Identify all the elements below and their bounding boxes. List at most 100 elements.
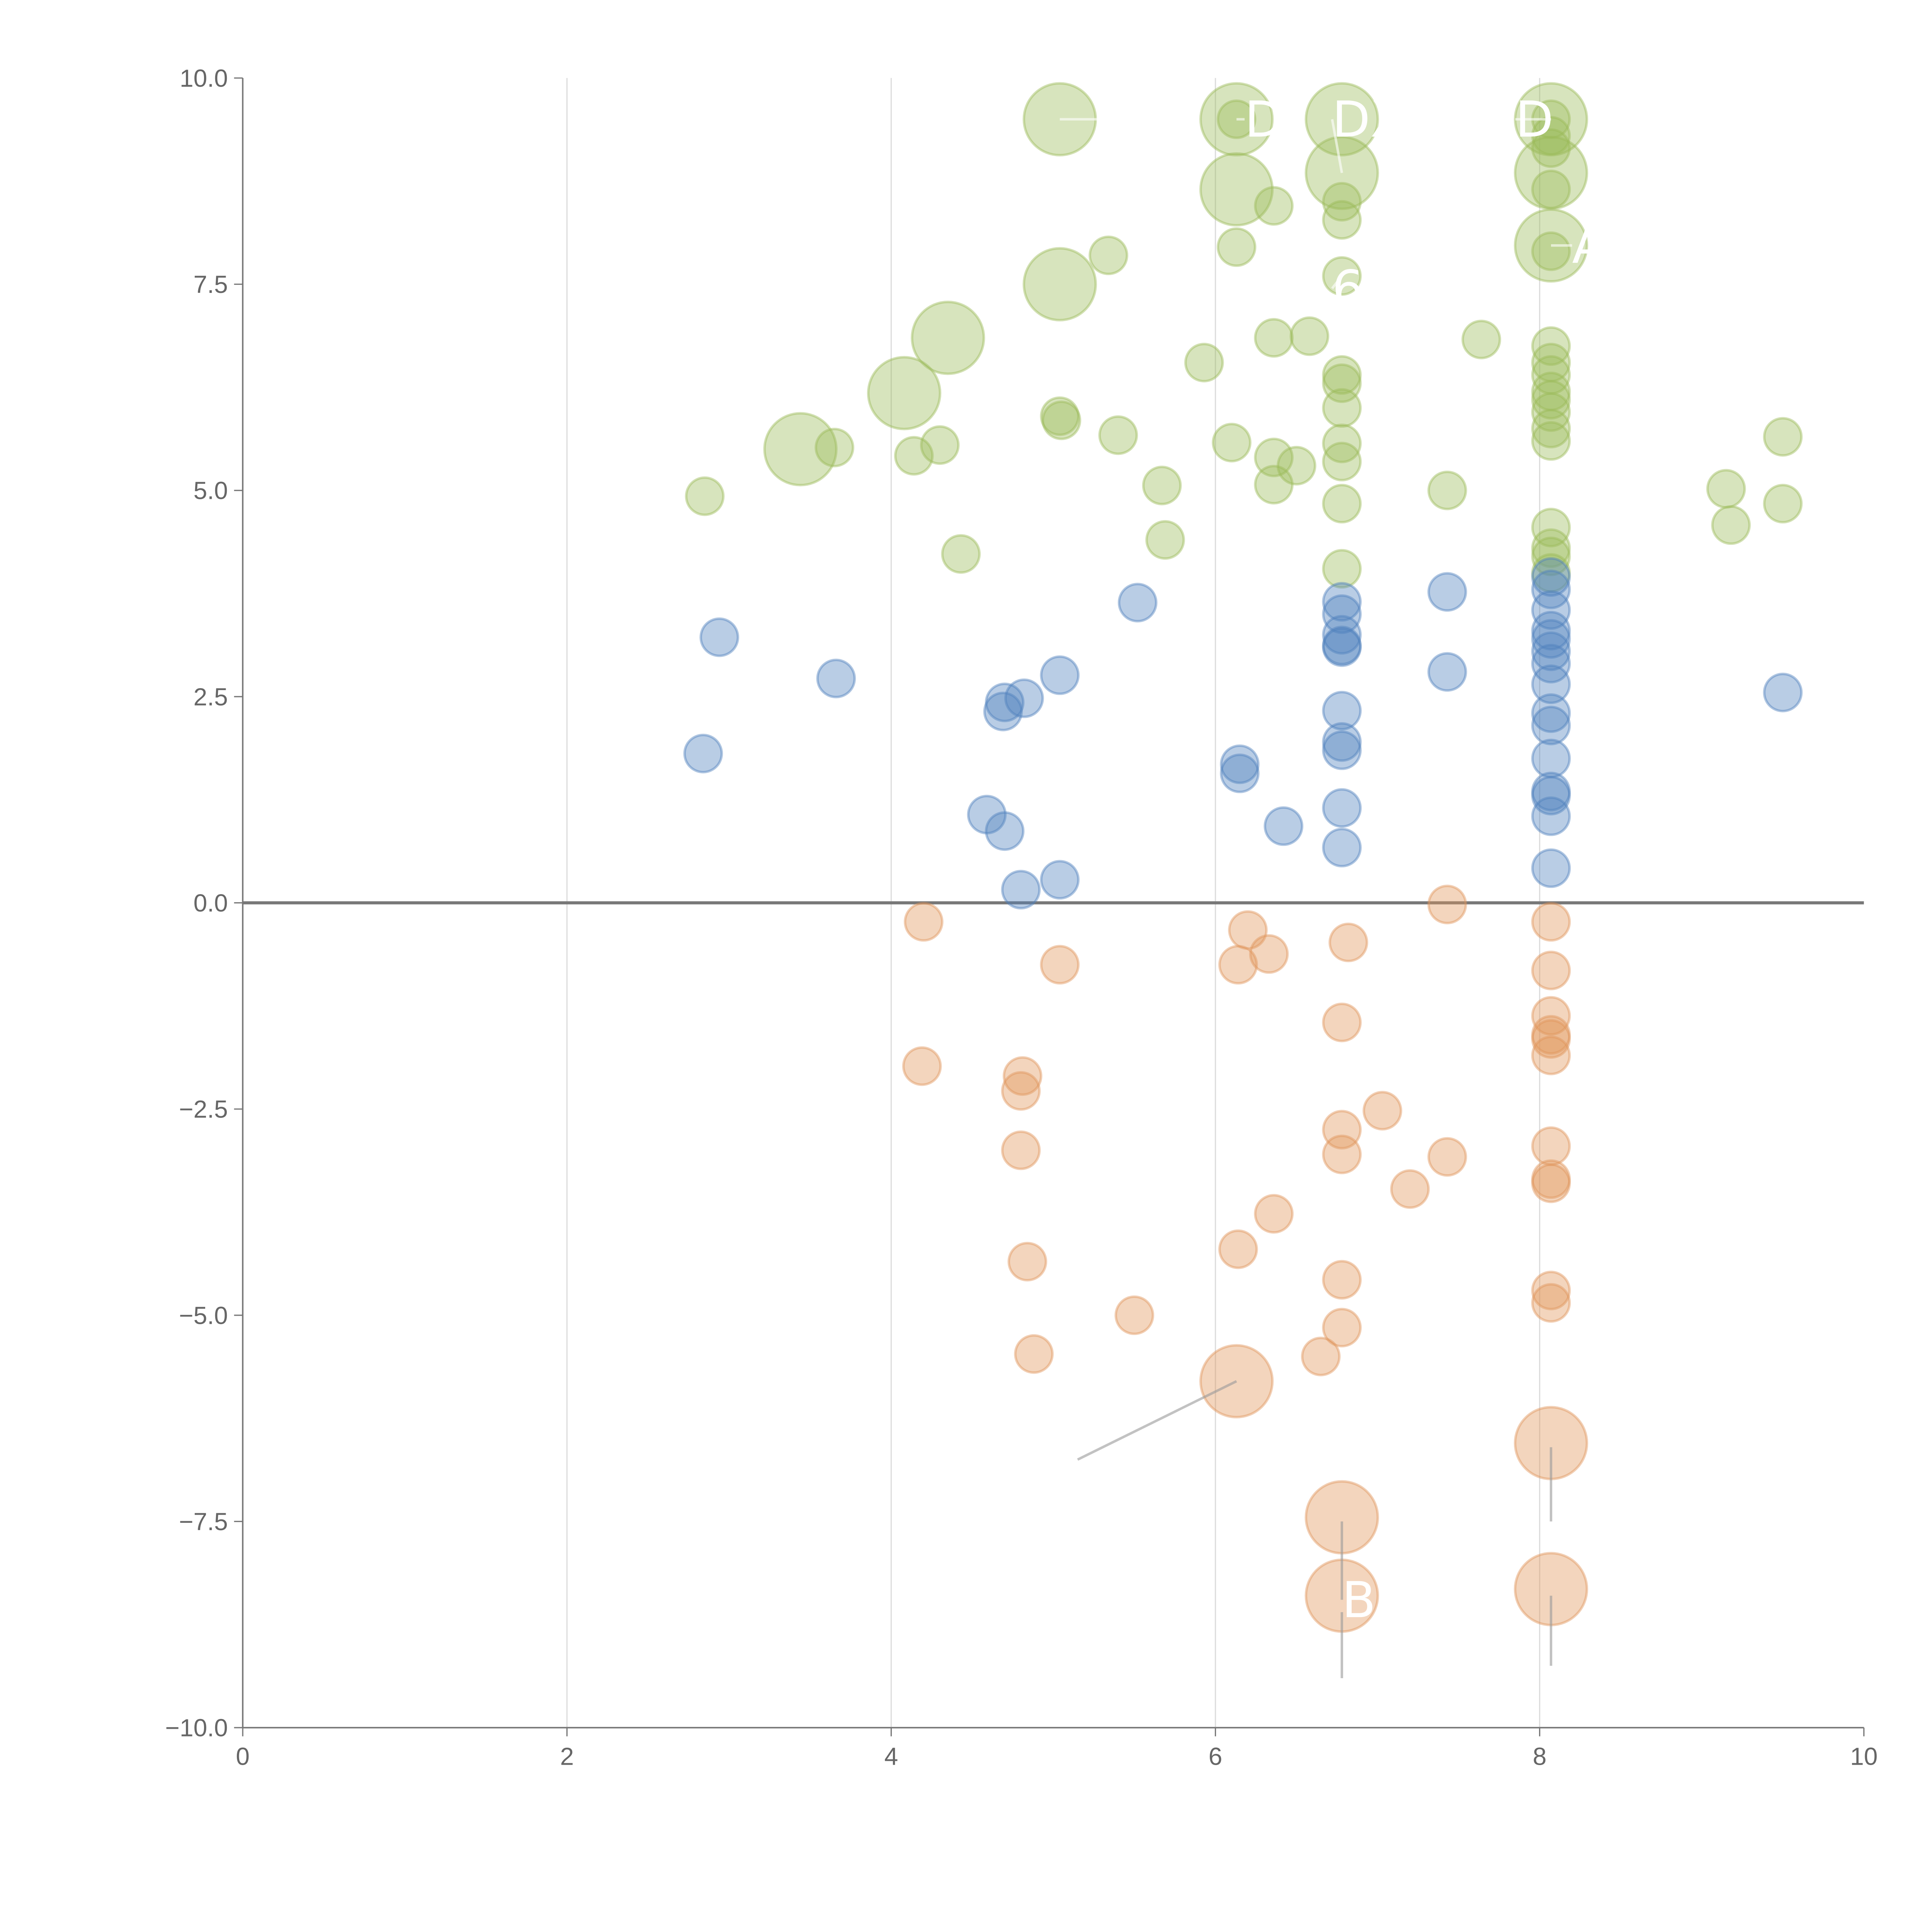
data-point-positive-high [1322,200,1362,240]
data-point-positive-low [1531,738,1571,779]
annotation-label: A [1099,91,1133,149]
data-point-negative [1531,1283,1571,1323]
y-tick-label: 7.5 [194,270,228,298]
data-point-positive-high [1322,442,1362,481]
y-tick-label: −5.0 [179,1301,228,1329]
data-point-positive-low [1264,806,1304,846]
data-point-positive-low [1427,652,1467,692]
data-point-negative [1254,1194,1294,1234]
data-point-positive-low [1531,693,1571,733]
x-tick-label: 10 [1850,1742,1878,1770]
data-point-negative [1390,1169,1430,1209]
annotation-label: 6 [1332,260,1364,318]
data-point-positive-low [1531,706,1571,745]
data-point-positive-high [1531,536,1571,577]
data-point-negative [1014,1334,1054,1374]
data-point-positive-low [1531,619,1571,659]
data-point-negative [1322,1134,1362,1174]
data-point-positive-high [1142,466,1182,505]
data-point-positive-high [1531,371,1571,412]
data-point-positive-high [1212,423,1252,463]
data-point-negative [1002,1056,1043,1096]
data-point-positive-low [1531,848,1571,888]
data-point-positive-low [1531,772,1571,811]
data-point-positive-low [1322,615,1362,655]
data-point-positive-low [1322,722,1362,762]
data-point-positive-high [1531,408,1571,449]
data-point-positive-high [1514,136,1588,210]
y-tick-label: 0.0 [194,889,228,917]
data-point-negative [1218,1229,1258,1269]
data-point-positive-low [1322,690,1362,731]
data-point-positive-high [1022,247,1097,321]
data-point-negative [1322,1110,1362,1150]
data-point-positive-low [683,733,723,774]
data-point-positive-low [1220,753,1260,793]
annotation-leader-line [1077,1380,1237,1461]
y-tick-label: 2.5 [194,683,228,711]
data-point-positive-low [1531,570,1571,609]
data-point-positive-high [1277,446,1316,486]
data-point-positive-low [1763,672,1803,713]
data-point-positive-high [1322,182,1362,222]
x-tick-label: 6 [1209,1742,1223,1770]
data-point-positive-high [1145,520,1185,560]
data-point-positive-high [1763,484,1803,524]
annotation-label: D [1515,91,1554,149]
data-point-negative [1001,1130,1041,1170]
data-point-positive-high [685,476,725,516]
data-point-positive-high [1531,326,1571,366]
data-point-positive-high [1040,396,1080,436]
data-point-positive-low [1117,583,1158,622]
data-point-negative [1328,922,1368,963]
annotation-label: DX [1332,91,1405,149]
data-point-positive-low [1322,788,1362,828]
data-point-positive-high [1322,423,1362,463]
data-points [683,82,1803,1633]
data-point-positive-low [1531,590,1571,630]
data-point-positive-high [911,301,985,375]
x-tick-label: 2 [560,1742,574,1770]
data-point-positive-high [1531,553,1571,593]
data-point-positive-high [1531,231,1571,271]
annotations: A D DX D A 6 B [1060,91,1606,1679]
data-point-positive-high [1322,484,1362,524]
data-point-positive-high [1254,186,1294,226]
data-point-positive-low [1322,582,1362,622]
data-point-positive-low [1322,594,1362,634]
data-point-positive-high [1254,465,1294,505]
data-point-positive-high [1322,388,1362,428]
data-point-positive-high [1531,421,1571,461]
data-point-negative [1427,884,1467,925]
data-point-negative [1114,1295,1155,1335]
data-point-negative [1531,1163,1571,1203]
y-tick-label: −2.5 [179,1095,228,1123]
data-point-negative [1531,1015,1571,1055]
data-point-negative [1040,945,1080,985]
data-point-positive-high [1088,235,1128,276]
data-point-positive-high [1041,400,1082,440]
data-point-negative [1531,1159,1571,1199]
data-point-positive-high [867,356,942,430]
annotation-label: A [1572,217,1606,275]
data-point-positive-high [1304,82,1379,156]
data-point-positive-high [894,436,934,476]
data-point-positive-high [1322,363,1362,403]
data-point-negative [1531,902,1571,942]
x-tick-label: 0 [236,1742,250,1770]
data-point-positive-low [1531,557,1571,597]
data-point-positive-high [1184,343,1224,383]
axes: 0 2 4 6 8 10 10.0 7.5 5.0 2.5 0.0 −2.5 −5.0 −7.5 −10.0 [165,64,1878,1770]
data-point-negative [1531,1270,1571,1311]
data-point-positive-high [1322,355,1362,395]
data-point-positive-low [1040,655,1080,695]
data-point-positive-high [1216,227,1257,267]
y-tick-label: −7.5 [179,1508,228,1536]
data-point-positive-low [1531,631,1571,671]
data-point-negative [1322,1260,1362,1300]
y-tick-label: −10.0 [165,1714,228,1742]
data-point-positive-high [1706,469,1746,509]
data-point-positive-low [816,658,856,699]
data-point-negative [902,1046,942,1086]
data-point-positive-high [1531,392,1571,432]
